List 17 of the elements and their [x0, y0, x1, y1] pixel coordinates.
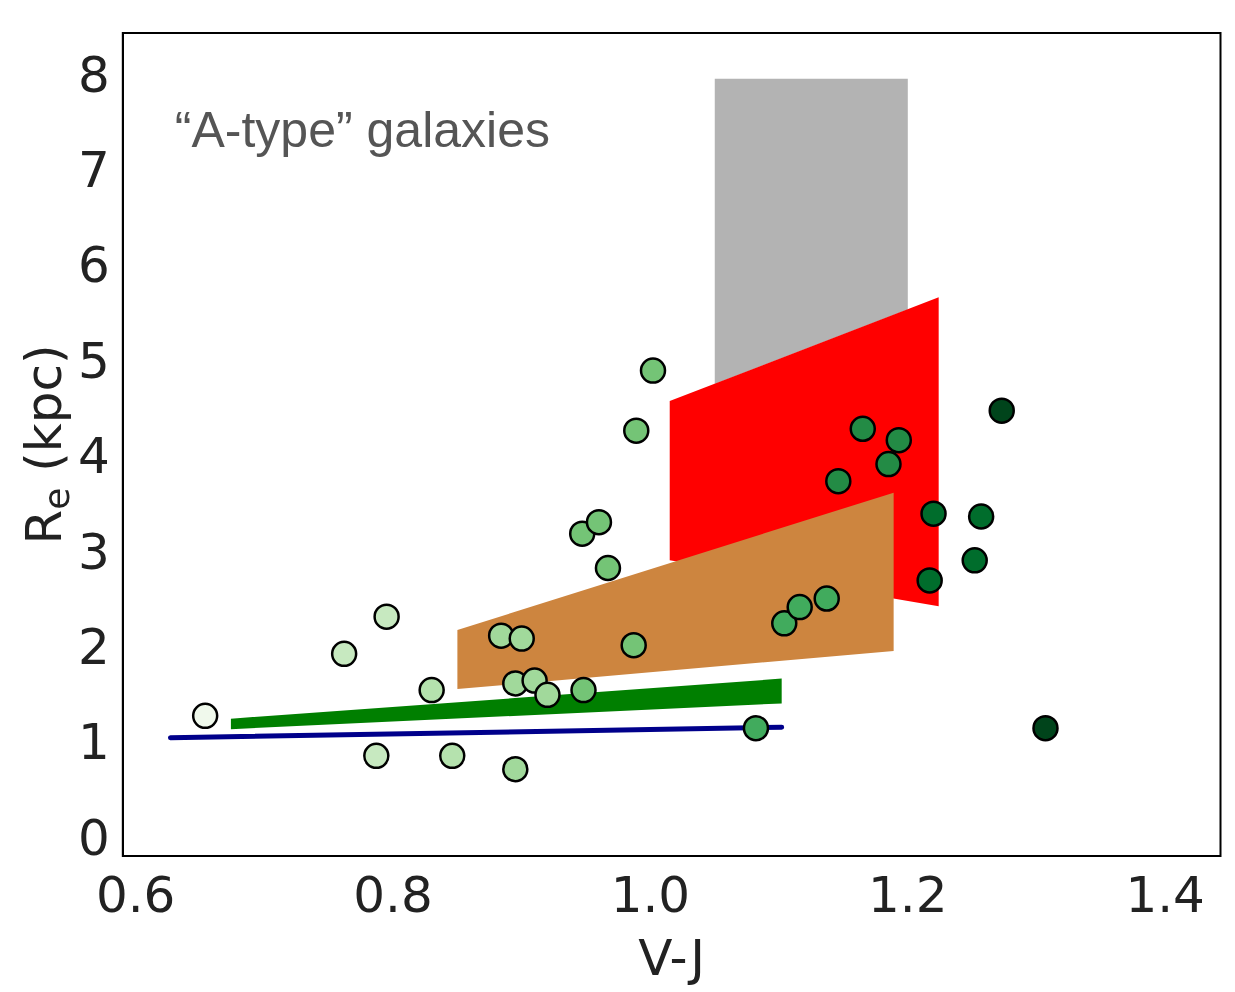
y-tick-label: 5 — [78, 331, 110, 390]
x-tick-label: 1.4 — [1125, 865, 1205, 924]
x-tick-label: 0.6 — [95, 865, 176, 924]
y-tick-label: 7 — [78, 141, 110, 200]
x-tick-label: 0.8 — [353, 865, 433, 924]
y-tick-label: 4 — [78, 427, 110, 486]
y-tick-label: 3 — [78, 522, 110, 581]
x-tick-label: 1.0 — [610, 865, 691, 924]
y-tick-label: 8 — [78, 45, 110, 104]
y-tick-label: 0 — [78, 808, 110, 867]
y-tick-label: 1 — [78, 713, 110, 772]
y-axis-title: Re (kpc) — [14, 344, 78, 545]
annotation: “A-type” galaxies — [174, 101, 550, 158]
x-tick-label: 1.2 — [868, 865, 948, 924]
y-tick-label: 2 — [78, 617, 110, 676]
x-axis-title: V-J — [638, 928, 706, 987]
y-tick-label: 6 — [78, 236, 110, 295]
